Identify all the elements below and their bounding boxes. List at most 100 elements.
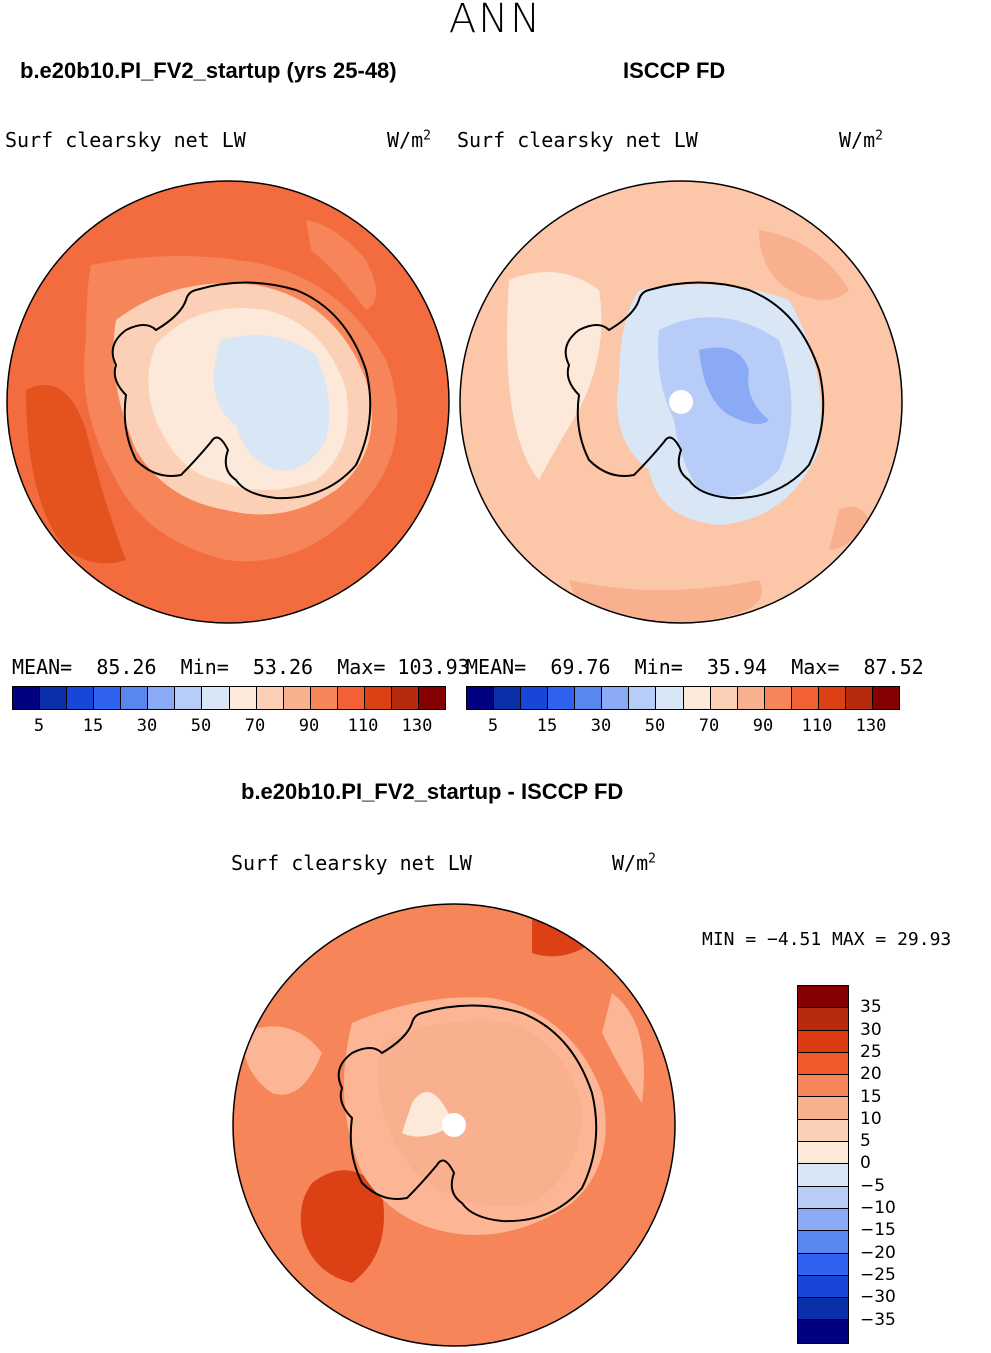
- obs-polar-map: [459, 180, 903, 624]
- colorbar-tick-label: 5: [487, 716, 499, 736]
- colorbar-tick-label: 90: [752, 716, 774, 736]
- obs-colorbar: [466, 686, 900, 710]
- colorbar-swatch: [175, 687, 203, 709]
- diff-polar-map: [232, 903, 676, 1347]
- colorbar-tick-label: 25: [860, 1041, 882, 1062]
- model-colorbar: [12, 686, 446, 710]
- diff-units-label: W/m2: [612, 851, 656, 875]
- model-stats: MEAN= 85.26 Min= 53.26 Max= 103.93: [12, 655, 470, 679]
- colorbar-swatch: [310, 687, 338, 709]
- colorbar-swatch: [683, 687, 711, 709]
- colorbar-swatch: [798, 986, 848, 1009]
- obs-variable-label: Surf clearsky net LW: [457, 128, 698, 152]
- dome: [699, 347, 769, 424]
- colorbar-tick-label: 90: [298, 716, 320, 736]
- colorbar-swatch: [798, 1119, 848, 1143]
- colorbar-swatch: [798, 1186, 848, 1209]
- colorbar-swatch: [229, 687, 257, 709]
- colorbar-swatch: [13, 687, 41, 709]
- colorbar-swatch: [798, 1097, 848, 1120]
- colorbar-tick-label: 5: [33, 716, 45, 736]
- colorbar-swatch: [798, 1052, 848, 1076]
- light-patch: [242, 1026, 322, 1095]
- model-units-label: W/m2: [387, 128, 431, 152]
- colorbar-tick-label: −15: [860, 1220, 896, 1241]
- colorbar-swatch: [798, 1231, 848, 1254]
- model-colorbar-ticks: 5 15 30 50 70 90 110 130: [12, 716, 444, 740]
- colorbar-tick-label: 30: [136, 716, 158, 736]
- obs-colorbar-ticks: 5 15 30 50 70 90 110 130: [466, 716, 898, 740]
- colorbar-swatch: [467, 687, 495, 709]
- colorbar-tick-label: 20: [860, 1064, 882, 1085]
- colorbar-swatch: [798, 1030, 848, 1053]
- colorbar-swatch: [40, 687, 68, 709]
- colorbar-swatch: [656, 687, 684, 709]
- colorbar-swatch: [798, 1298, 848, 1321]
- colorbar-swatch: [791, 687, 819, 709]
- colorbar-swatch: [283, 687, 311, 709]
- model-variable-label: Surf clearsky net LW: [5, 128, 246, 152]
- colorbar-swatch: [629, 687, 657, 709]
- colorbar-tick-label: 15: [536, 716, 558, 736]
- colorbar-swatch: [710, 687, 738, 709]
- colorbar-swatch: [737, 687, 765, 709]
- colorbar-tick-label: −20: [860, 1242, 896, 1263]
- colorbar-swatch: [798, 1142, 848, 1165]
- colorbar-tick-label: 10: [860, 1108, 882, 1129]
- colorbar-tick-label: 15: [82, 716, 104, 736]
- colorbar-swatch: [818, 687, 846, 709]
- obs-stats: MEAN= 69.76 Min= 35.94 Max= 87.52: [466, 655, 924, 679]
- colorbar-swatch: [418, 687, 445, 709]
- low-diff-region: [402, 1092, 454, 1137]
- colorbar-tick-label: 130: [401, 716, 433, 736]
- colorbar-tick-label: 15: [860, 1086, 882, 1107]
- colorbar-swatch: [94, 687, 122, 709]
- colorbar-swatch: [798, 1075, 848, 1098]
- colorbar-tick-label: −30: [860, 1287, 896, 1308]
- light-patch: [602, 993, 644, 1103]
- colorbar-tick-label: −35: [860, 1309, 896, 1330]
- colorbar-tick-label: 70: [244, 716, 266, 736]
- colorbar-swatch: [67, 687, 95, 709]
- colorbar-tick-label: 130: [855, 716, 887, 736]
- colorbar-tick-label: 30: [860, 1019, 882, 1040]
- colorbar-swatch: [798, 1253, 848, 1276]
- colorbar-tick-label: −5: [860, 1175, 886, 1196]
- diff-variable-label: Surf clearsky net LW: [231, 851, 472, 875]
- plateau: [213, 335, 330, 471]
- map-border: [232, 903, 676, 1347]
- colorbar-swatch: [798, 1320, 848, 1343]
- ice-sheet: [378, 1020, 582, 1207]
- warm-patch: [759, 230, 849, 300]
- model-polar-map: [6, 180, 450, 624]
- colorbar-swatch: [548, 687, 576, 709]
- warm-anomaly-region: [26, 385, 126, 564]
- colorbar-swatch: [798, 1275, 848, 1299]
- colorbar-tick-label: 50: [190, 716, 212, 736]
- colorbar-swatch: [798, 1164, 848, 1187]
- colorbar-tick-label: 50: [644, 716, 666, 736]
- season-title: ANN: [448, 0, 543, 42]
- diff-minmax: MIN = −4.51 MAX = 29.93: [702, 929, 952, 950]
- colorbar-swatch: [845, 687, 873, 709]
- colorbar-swatch: [202, 687, 230, 709]
- diff-colorbar-ticks: 35 30 25 20 15 10 5 0 −5 −10 −15 −20 −25 −30 −35: [860, 985, 920, 1343]
- colorbar-swatch: [521, 687, 549, 709]
- colorbar-tick-label: 70: [698, 716, 720, 736]
- colorbar-swatch: [494, 687, 522, 709]
- colorbar-tick-label: 0: [860, 1153, 871, 1174]
- pole-missing-data: [669, 390, 693, 414]
- colorbar-swatch: [121, 687, 149, 709]
- obs-case-title: ISCCP FD: [623, 58, 726, 83]
- colorbar-swatch: [256, 687, 284, 709]
- diff-title: b.e20b10.PI_FV2_startup - ISCCP FD: [241, 779, 624, 804]
- colorbar-swatch: [602, 687, 630, 709]
- colorbar-swatch: [364, 687, 392, 709]
- colorbar-swatch: [337, 687, 365, 709]
- colorbar-swatch: [872, 687, 899, 709]
- colorbar-swatch: [764, 687, 792, 709]
- cool-ocean-region: [507, 272, 602, 480]
- obs-units-label: W/m2: [839, 128, 883, 152]
- colorbar-tick-label: 110: [801, 716, 833, 736]
- colorbar-tick-label: −10: [860, 1198, 896, 1218]
